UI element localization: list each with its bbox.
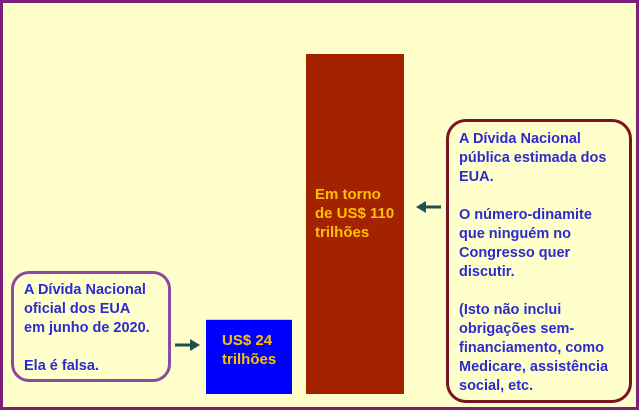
callout-line: discutir. xyxy=(459,264,515,280)
bar-label-line: trilhões xyxy=(315,224,370,241)
callout-line: EUA. xyxy=(459,169,494,185)
bar-estimated-debt xyxy=(306,54,404,394)
callout-line: (Isto não inclui xyxy=(459,302,562,318)
bar-label-line: de US$ 110 xyxy=(315,205,395,222)
callout-line: A Dívida Nacional xyxy=(24,282,146,298)
callout-paragraph: Ela é falsa. xyxy=(24,357,160,376)
callout-line: Ela é falsa. xyxy=(24,358,99,374)
bar-official-debt xyxy=(206,319,292,394)
bar-label-line: trilhões xyxy=(222,351,277,368)
callout-line: pública estimada dos xyxy=(459,150,607,166)
bar-label-line: Em torno xyxy=(315,186,381,203)
callout-paragraph: A Dívida Nacional oficial dos EUA em jun… xyxy=(24,281,160,338)
bar-label-estimated-debt: Em torno de US$ 110 trilhões xyxy=(315,185,394,242)
callout-line: que ninguém no xyxy=(459,226,571,242)
callout-line: obrigações sem- xyxy=(459,321,575,337)
callout-line: social, etc. xyxy=(459,378,534,394)
callout-paragraph: A Dívida Nacional pública estimada dos E… xyxy=(459,130,621,187)
chart-canvas xyxy=(175,54,441,394)
bar-label-line: US$ 24 xyxy=(222,332,273,349)
callout-line: Congresso quer xyxy=(459,245,571,261)
arrow-right-icon-head xyxy=(190,339,200,351)
callout-line: oficial dos EUA xyxy=(24,301,131,317)
callout-estimated-debt: A Dívida Nacional pública estimada dos E… xyxy=(446,119,632,403)
arrow-left-icon-head xyxy=(416,201,426,213)
callout-paragraph: O número-dinamite que ninguém no Congres… xyxy=(459,206,621,282)
callout-paragraph: (Isto não inclui obrigações sem- financi… xyxy=(459,301,621,396)
callout-line: O número-dinamite xyxy=(459,207,592,223)
callout-line: Medicare, assistência xyxy=(459,359,609,375)
callout-line: financiamento, como xyxy=(459,340,605,356)
callout-line: A Dívida Nacional xyxy=(459,131,581,147)
callout-line: em junho de 2020. xyxy=(24,320,150,336)
callout-official-debt: A Dívida Nacional oficial dos EUA em jun… xyxy=(11,271,171,382)
bar-label-official-debt: US$ 24 trilhões xyxy=(222,331,276,369)
